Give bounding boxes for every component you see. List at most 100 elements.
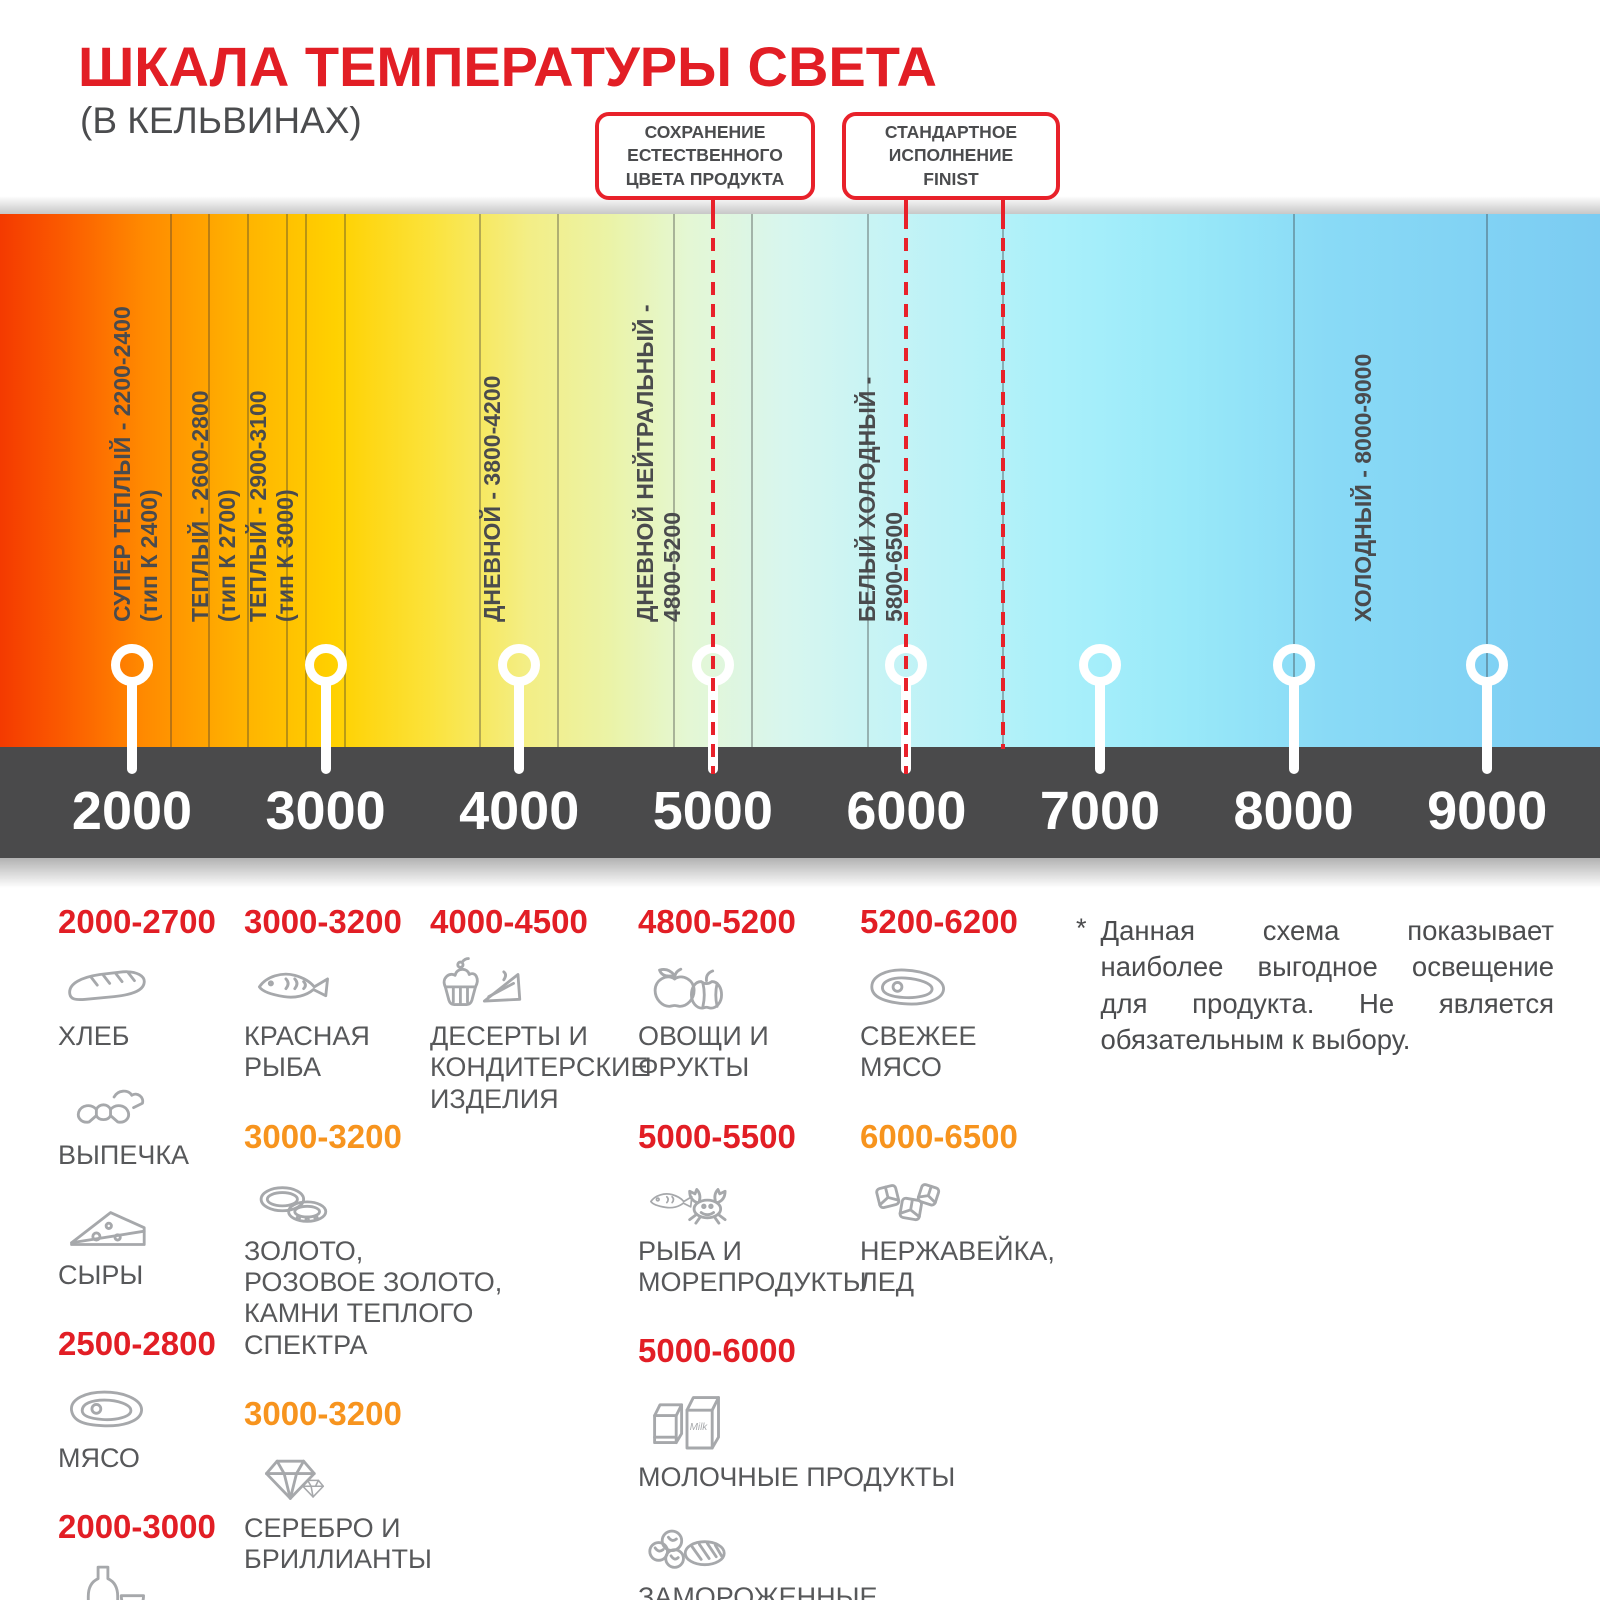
zone-label-sub: (тип К 2700) — [213, 489, 240, 622]
temperature-range-label: 5000-5500 — [638, 1117, 796, 1155]
zone-boundary-line — [1292, 214, 1295, 747]
kelvin-axis-bar — [0, 747, 1600, 858]
red-dashed-line — [710, 216, 715, 774]
legend-block: 3000-3200 КРАСНАЯ РЫБА — [244, 903, 430, 1084]
zone-boundary-line — [343, 214, 346, 747]
zone-boundary-line — [1486, 214, 1489, 747]
frozen-icon — [642, 1516, 860, 1578]
temperature-range-label: 4800-5200 — [638, 903, 796, 940]
scale-marker-stem — [1482, 680, 1493, 774]
legend-block: 5200-6200 СВЕЖЕЕ МЯСО — [860, 903, 1060, 1084]
footnote-asterisk: * — [1076, 913, 1087, 943]
zone-label: ДНЕВНОЙ - 3800-4200 — [479, 376, 506, 622]
temperature-range-label: 2000-3000 — [58, 1508, 216, 1546]
diamond-icon — [248, 1447, 430, 1509]
footnote: * Данная схема показывает наиболее выгод… — [1076, 913, 1554, 1058]
axis-tick-label: 5000 — [652, 781, 773, 841]
zone-boundary-line — [479, 214, 482, 747]
legend-item: Milk МОЛОЧНЫЕ ПРОДУКТЫ — [638, 1384, 955, 1493]
red-dashed-line — [1001, 216, 1006, 749]
legend-item-label: НЕРЖАВЕЙКА, ЛЕД — [860, 1235, 1055, 1297]
legend-block: 5000-6000 Milk МОЛОЧНЫЕ ПРОДУКТЫ ЗАМОРОЖЕНН… — [638, 1332, 955, 1600]
axis-bottom-shadow — [0, 858, 1600, 888]
zone-boundary-line — [866, 214, 869, 747]
legend-item-label: ЗОЛОТО, РОЗОВОЕ ЗОЛОТО, КАМНИ ТЕПЛОГО СП… — [244, 1235, 503, 1360]
zone-label-text: БЕЛЫЙ ХОЛОДНЫЙ - — [854, 376, 881, 622]
scale-marker-stem — [127, 680, 137, 774]
legend-block: 5000-5500 РЫБА И МОРЕПРОДУКТЫ — [638, 1117, 867, 1299]
band-top-shadow — [0, 196, 1600, 214]
legend-block: 2000-2700 ХЛЕБ ВЫПЕЧКА СЫРЫ — [58, 903, 244, 1291]
axis-tick-label: 4000 — [459, 781, 580, 841]
footnote-text: Данная схема показывает наиболее выгодно… — [1100, 915, 1554, 1055]
legend-item-label: ДЕСЕРТЫ И КОНДИТЕРСКИЕ ИЗДЕЛИЯ — [430, 1021, 649, 1114]
zone-label-text: ДНЕВНОЙ - 3800-4200 — [478, 375, 505, 622]
legend-column: 3000-3200 КРАСНАЯ РЫБА 3000-3200 ЗОЛОТО, РО… — [244, 903, 502, 1600]
legend-column: 4000-4500 ДЕСЕРТЫ И КОНДИТЕРСКИЕ ИЗДЕЛИЯ — [430, 903, 648, 1600]
legend-item: НЕРЖАВЕЙКА, ЛЕД — [860, 1170, 1060, 1299]
zone-boundary-line — [285, 214, 288, 747]
legend-item: ВЫПЕЧКА — [58, 1074, 244, 1171]
legend-item-label: РЫБА И МОРЕПРОДУКТЫ — [638, 1235, 867, 1297]
callout-finist-standard: СТАНДАРТНОЕ ИСПОЛНЕНИЕ FINIST — [842, 112, 1060, 200]
zone-label-text: ДНЕВНОЙ НЕЙТРАЛЬНЫЙ - — [631, 304, 658, 623]
temperature-range-label: 6000-6500 — [860, 1117, 1018, 1155]
zone-label: ХОЛОДНЫЙ - 8000-9000 — [1350, 354, 1377, 622]
temperature-gradient-band — [0, 214, 1600, 747]
zone-boundary-line — [208, 214, 211, 747]
temperature-range-label: 3000-3200 — [244, 903, 402, 940]
axis-tick-label: 3000 — [265, 781, 386, 841]
temperature-range-label: 2000-2700 — [58, 903, 216, 940]
legend-block: 3000-3200 ЗОЛОТО, РОЗОВОЕ ЗОЛОТО, КАМНИ Т… — [244, 1117, 502, 1361]
page-subtitle: (В КЕЛЬВИНАХ) — [80, 100, 362, 141]
fresh-meat-icon — [864, 955, 1060, 1017]
zone-label-sub: (тип К 2400) — [136, 489, 163, 622]
temperature-range-label: 3000-3200 — [244, 1117, 402, 1155]
legend-item-label: МЯСО — [58, 1442, 140, 1473]
axis-tick-label: 6000 — [846, 781, 967, 841]
scale-marker-stem — [1095, 680, 1105, 774]
legend-block: 2000-3000 АКОГОЛЬ — [58, 1508, 244, 1600]
callout-leg-line — [1001, 198, 1006, 216]
meat-icon — [62, 1377, 244, 1439]
scale-marker-stem — [1288, 680, 1299, 774]
legend-item: КРАСНАЯ РЫБА — [244, 955, 430, 1084]
legend-item-label: ЗАМОРОЖЕННЫЕ ПОЛУФАБРИКАТЫ — [638, 1581, 878, 1600]
croissant-icon — [62, 1074, 244, 1136]
legend: 2000-2700 ХЛЕБ ВЫПЕЧКА СЫРЫ 2500-2800 МЯСО 200… — [58, 903, 1060, 1600]
legend-item: РЫБА И МОРЕПРОДУКТЫ — [638, 1170, 867, 1299]
zone-boundary-line — [556, 214, 559, 747]
zone-label-text: ТЕПЛЫЙ - 2600-2800 — [186, 390, 213, 622]
temperature-range-label: 2500-2800 — [58, 1324, 216, 1362]
zone-label-sub: (тип К 3000) — [271, 489, 298, 622]
seafood-icon — [642, 1170, 860, 1232]
page-title: ШКАЛА ТЕМПЕРАТУРЫ СВЕТА — [78, 35, 937, 98]
red-dashed-line — [904, 216, 909, 774]
zone-boundary-line — [750, 214, 753, 747]
axis-tick-label: 9000 — [1427, 781, 1548, 841]
legend-item: ЗАМОРОЖЕННЫЕ ПОЛУФАБРИКАТЫ — [638, 1516, 877, 1600]
vegetables-icon — [642, 955, 860, 1017]
legend-item-label: СЕРЕБРО И БРИЛЛИАНТЫ — [244, 1512, 432, 1575]
legend-item-label: ВЫПЕЧКА — [58, 1140, 190, 1171]
dessert-icon — [434, 955, 638, 1017]
zone-boundary-line — [247, 214, 250, 747]
legend-item-label: СЫРЫ — [58, 1259, 144, 1290]
alcohol-icon — [62, 1560, 244, 1600]
legend-item-label: КРАСНАЯ РЫБА — [244, 1021, 370, 1083]
callout-natural-color: СОХРАНЕНИЕ ЕСТЕСТВЕННОГО ЦВЕТА ПРОДУКТА — [595, 112, 815, 200]
ice-icon — [864, 1170, 1060, 1232]
legend-block: 4800-5200 ОВОЩИ И ФРУКТЫ — [638, 903, 860, 1084]
legend-column: 2000-2700 ХЛЕБ ВЫПЕЧКА СЫРЫ 2500-2800 МЯСО 200… — [58, 903, 244, 1600]
legend-item: СВЕЖЕЕ МЯСО — [860, 955, 1060, 1084]
bread-icon — [62, 955, 244, 1017]
legend-item: АКОГОЛЬ — [58, 1560, 244, 1600]
callout-leg-line — [710, 198, 715, 216]
axis-tick-label: 7000 — [1039, 781, 1161, 841]
legend-item: ОВОЩИ И ФРУКТЫ — [638, 955, 860, 1084]
legend-item-label: СВЕЖЕЕ МЯСО — [860, 1021, 977, 1083]
temperature-range-label: 3000-3200 — [244, 1394, 402, 1432]
callout-leg-line — [904, 198, 909, 216]
legend-column: 5200-6200 СВЕЖЕЕ МЯСО 6000-6500 НЕРЖАВЕЙКА,… — [860, 903, 1060, 1600]
